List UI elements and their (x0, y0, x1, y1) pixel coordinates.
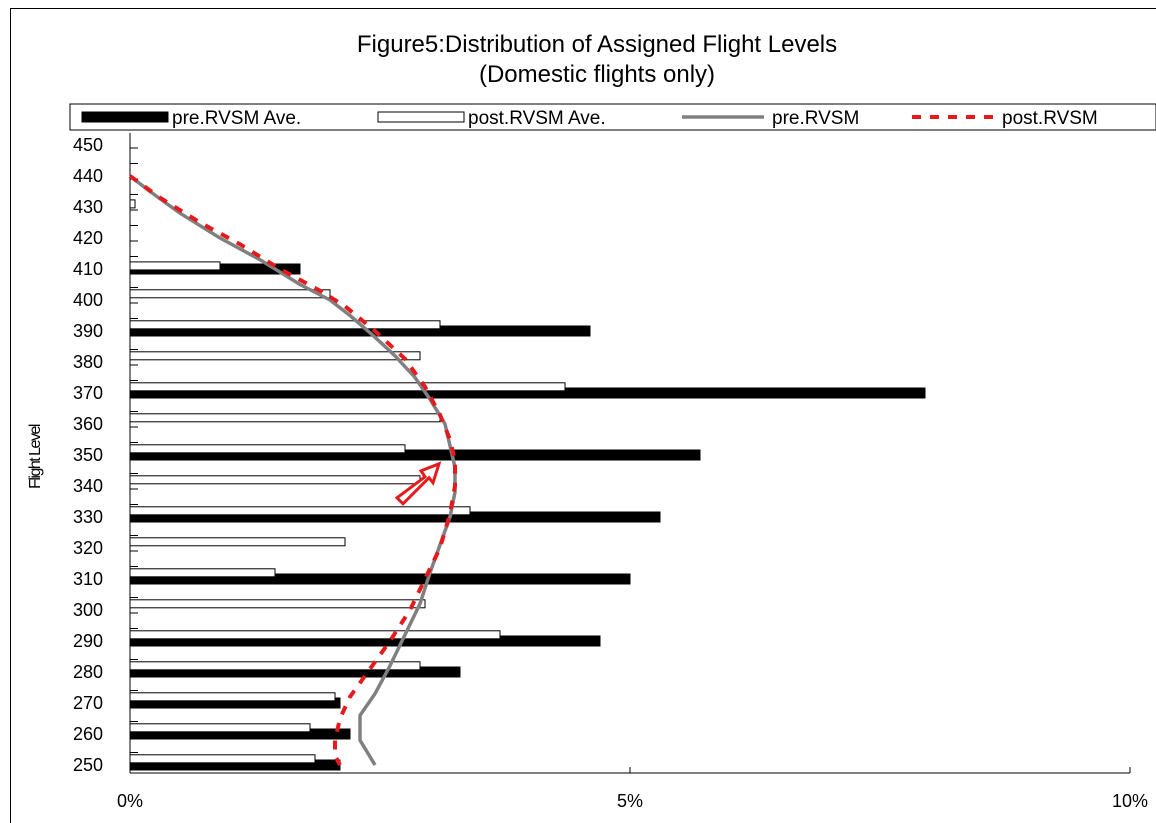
y-tick-label: 290 (73, 631, 103, 651)
post-rvsm-ave-bar (129, 723, 311, 733)
y-tick-label: 440 (73, 166, 103, 186)
y-axis-title: Flight Level (27, 424, 44, 489)
post-rvsm-ave-bar (129, 320, 441, 330)
y-tick-label: 260 (73, 724, 103, 744)
legend-label: pre.RVSM Ave. (172, 108, 301, 129)
legend-swatch-pre-rvsm-ave (81, 111, 169, 123)
y-tick-label: 380 (73, 352, 103, 372)
x-tick-label: 10% (1112, 791, 1148, 811)
legend: pre.RVSM Ave. post.RVSM Ave. pre.RVSM post.… (69, 103, 1156, 131)
post-rvsm-ave-bar (129, 382, 566, 392)
chart-titles: Figure5:Distribution of Assigned Flight … (357, 31, 837, 88)
x-tick-label: 0% (117, 791, 143, 811)
y-tick-label: 350 (73, 445, 103, 465)
y-tick-label: 420 (73, 228, 103, 248)
y-tick-label: 340 (73, 476, 103, 496)
y-tick-label: 450 (73, 135, 103, 155)
y-tick-label: 270 (73, 693, 103, 713)
y-tick-label: 360 (73, 414, 103, 434)
y-tick-label: 310 (73, 569, 103, 589)
post-rvsm-ave-bar (129, 261, 221, 271)
post-rvsm-ave-bar (129, 351, 421, 361)
legend-label: post.RVSM Ave. (468, 108, 606, 129)
post-rvsm-ave-bar (129, 444, 406, 454)
post-rvsm-ave-bar (129, 630, 501, 640)
post-rvsm-ave-bar (129, 537, 346, 547)
y-tick-label: 410 (73, 259, 103, 279)
y-tick-label: 330 (73, 507, 103, 527)
legend-swatch-post-rvsm-ave (377, 111, 465, 123)
post-rvsm-ave-bar (129, 413, 441, 423)
arrow-annotation (394, 461, 442, 506)
post-rvsm-ave-bar (129, 661, 421, 671)
y-tick-label: 390 (73, 321, 103, 341)
post-rvsm-ave-bar (129, 289, 331, 299)
post-rvsm-ave-bar (129, 506, 471, 516)
y-tick-label: 400 (73, 290, 103, 310)
post-rvsm-ave-bar (129, 692, 336, 702)
chart-subtitle: (Domestic flights only) (479, 61, 715, 88)
chart-title: Figure5:Distribution of Assigned Flight … (357, 31, 837, 58)
pre-rvsm-ave-bar (129, 573, 631, 585)
post-rvsm-ave-bar (129, 199, 136, 209)
y-tick-label: 370 (73, 383, 103, 403)
x-tick-label: 5% (617, 791, 643, 811)
y-tick-label: 430 (73, 197, 103, 217)
pre-rvsm-ave-bar (129, 449, 701, 461)
y-tick-label: 320 (73, 538, 103, 558)
y-tick-label: 250 (73, 755, 103, 775)
y-tick-label: 300 (73, 600, 103, 620)
post-rvsm-ave-bar (129, 475, 421, 485)
plot-area: 450 440 430 420 410 400 390 380 370 360 350 340 330 3… (73, 133, 1148, 811)
post-rvsm-ave-bar (129, 754, 316, 764)
post-rvsm-line (128, 174, 457, 766)
post-rvsm-ave-bar (129, 599, 426, 609)
post-rvsm-ave-bar (129, 568, 276, 578)
y-tick-label: 280 (73, 662, 103, 682)
chart-frame (10, 8, 1156, 823)
legend-label: pre.RVSM (772, 108, 859, 129)
legend-label: post.RVSM (1002, 108, 1098, 129)
